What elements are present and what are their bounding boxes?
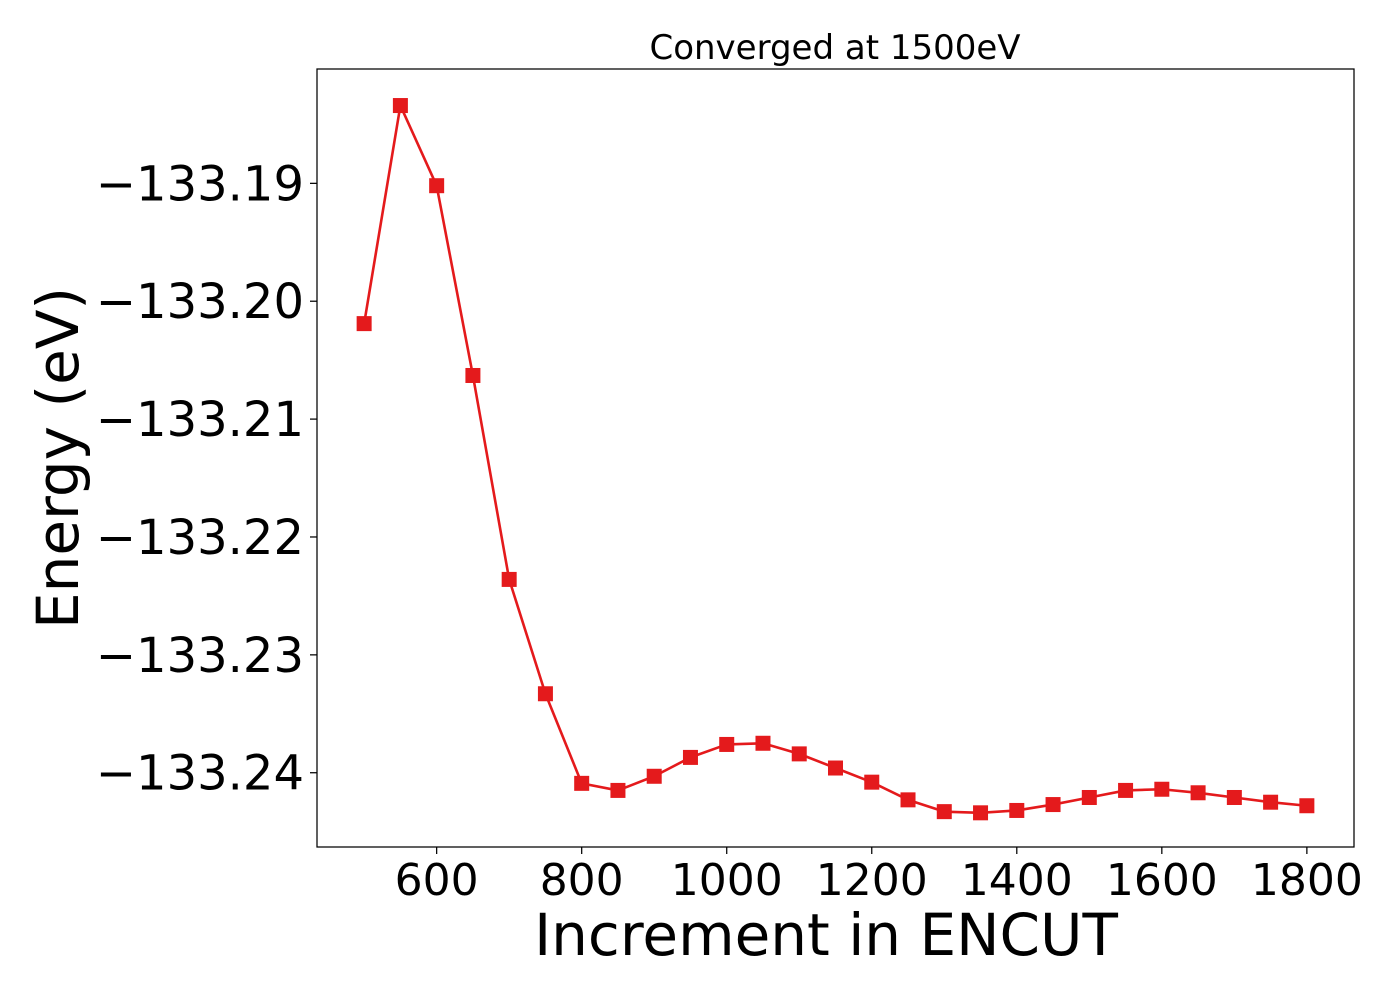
y-tick-label: −133.19 bbox=[96, 156, 304, 212]
x-tick-label: 1800 bbox=[1251, 855, 1363, 906]
series-line bbox=[362, 104, 1307, 815]
data-point bbox=[610, 782, 626, 798]
data-point bbox=[682, 749, 698, 765]
x-tick-label: 1000 bbox=[671, 855, 783, 906]
data-point bbox=[828, 760, 843, 776]
data-point bbox=[429, 178, 445, 194]
y-axis-title: Energy (eV) bbox=[24, 287, 92, 629]
x-tick-label: 1400 bbox=[961, 855, 1073, 906]
data-point bbox=[936, 804, 952, 820]
data-point bbox=[791, 746, 807, 762]
x-tick-label: 600 bbox=[395, 855, 479, 906]
data-point bbox=[864, 774, 880, 790]
data-point bbox=[755, 735, 771, 751]
data-point bbox=[1299, 798, 1315, 814]
chart-title: Converged at 1500eV bbox=[649, 28, 1020, 68]
data-point bbox=[1226, 789, 1242, 805]
data-point bbox=[1009, 802, 1025, 818]
data-point bbox=[1263, 794, 1279, 810]
plot-area: 600 800 1000 1200 1400 1600 1800 −133.19 −133.20… bbox=[96, 98, 1363, 906]
x-tick-label: 1200 bbox=[816, 855, 928, 906]
data-point bbox=[574, 775, 590, 791]
data-point bbox=[1045, 797, 1061, 813]
data-point bbox=[1154, 781, 1170, 797]
data-point bbox=[1118, 782, 1134, 798]
data-point bbox=[1190, 785, 1206, 801]
data-point bbox=[537, 686, 553, 702]
data-point bbox=[392, 98, 408, 114]
data-point bbox=[900, 792, 916, 808]
y-tick-label: −133.22 bbox=[96, 510, 304, 566]
data-point bbox=[719, 736, 735, 752]
data-point bbox=[646, 768, 662, 784]
y-tick-label: −133.20 bbox=[96, 274, 304, 330]
data-point bbox=[356, 316, 372, 332]
data-point bbox=[501, 571, 517, 587]
y-tick-label: −133.24 bbox=[96, 746, 304, 802]
x-axis-title: Increment in ENCUT bbox=[534, 901, 1118, 969]
data-point bbox=[465, 367, 481, 383]
y-tick-label: −133.21 bbox=[96, 392, 304, 448]
x-tick-label: 1600 bbox=[1106, 855, 1218, 906]
data-point bbox=[973, 805, 989, 821]
y-tick-label: −133.23 bbox=[96, 628, 304, 684]
data-point bbox=[1081, 789, 1097, 805]
x-tick-label: 800 bbox=[540, 855, 624, 906]
plot-frame bbox=[316, 68, 1355, 848]
